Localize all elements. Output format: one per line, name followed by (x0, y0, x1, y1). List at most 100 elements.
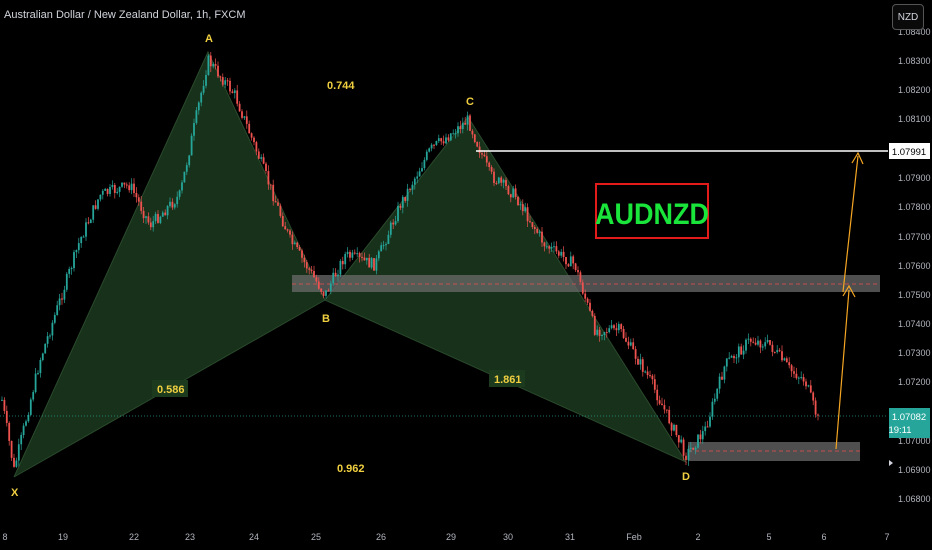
currency-button[interactable]: NZD (892, 4, 924, 30)
candle-body (341, 260, 344, 265)
candle-body (605, 332, 608, 334)
candle-body (461, 122, 464, 130)
candle-body (519, 204, 522, 206)
target-price-label: 1.07991 (892, 147, 926, 158)
candle-body (154, 214, 157, 222)
candle-body (692, 447, 695, 450)
candle-body (49, 335, 51, 337)
candle-body (183, 171, 186, 183)
candle-body (805, 381, 807, 387)
candle-body (668, 409, 671, 424)
candle-body (365, 257, 368, 261)
candle-body (209, 55, 212, 67)
candle-body (337, 274, 339, 277)
candle-body (99, 194, 102, 200)
candle-body (764, 342, 767, 347)
candle-body (644, 371, 647, 373)
candle-body (37, 373, 39, 375)
candle-body (639, 359, 642, 365)
candle-body (217, 65, 219, 77)
candle-body (577, 270, 579, 273)
candle-body (517, 196, 519, 206)
price-tick-label: 1.07300 (898, 348, 931, 358)
candle-body (721, 376, 723, 380)
candle-body (22, 425, 25, 435)
price-tick-label: 1.08300 (898, 56, 931, 66)
candle-body (557, 251, 560, 256)
candle-body (800, 377, 803, 379)
candle-body (452, 133, 455, 135)
candle-body (327, 290, 330, 292)
candle-body (752, 341, 755, 343)
candle-body (329, 283, 332, 291)
candle-body (538, 231, 541, 233)
candle-body (766, 340, 769, 343)
candle-body (363, 257, 366, 261)
candle-body (572, 256, 575, 264)
candle-body (200, 92, 203, 103)
candle-body (370, 258, 373, 268)
price-tick-label: 1.07900 (898, 173, 931, 183)
candle-body (253, 137, 255, 143)
price-axis[interactable]: 1.08400 1.08300 1.08200 1.08100 1.07900 1.078… (898, 27, 931, 504)
candle-body (495, 183, 498, 185)
candle-body (579, 272, 582, 283)
candle-body (425, 151, 428, 160)
candle-body (404, 196, 407, 201)
candle-body (596, 329, 599, 335)
candle-body (694, 447, 697, 450)
candle-body (44, 343, 47, 354)
price-tick-label: 1.07400 (898, 319, 931, 329)
candle-body (584, 293, 587, 299)
candle-body (500, 177, 503, 183)
candle-body (313, 271, 315, 278)
candle-body (673, 424, 675, 431)
time-tick-label: 5 (766, 532, 771, 542)
price-tick-label: 1.07600 (898, 261, 931, 271)
candle-body (260, 157, 263, 159)
candle-body (137, 197, 140, 202)
candle-body (92, 205, 95, 220)
candle-body (178, 190, 181, 197)
candle-body (380, 245, 383, 252)
candle-body (77, 243, 80, 251)
candle-body (61, 298, 63, 300)
candle-body (598, 329, 601, 336)
current-price-bg (889, 408, 930, 438)
candle-body (615, 328, 618, 331)
candle-body (123, 182, 126, 185)
candle-body (553, 246, 555, 248)
candle-body (377, 251, 380, 259)
candle-body (140, 201, 143, 211)
candle-body (25, 421, 27, 426)
candle-body (190, 135, 193, 156)
candle-body (613, 325, 615, 329)
candle-body (116, 191, 119, 193)
candle-body (157, 214, 159, 223)
candle-body (629, 342, 632, 346)
candle-body (447, 137, 450, 141)
candle-body (521, 204, 524, 212)
candle-body (152, 221, 155, 228)
time-tick-label: Feb (626, 532, 642, 542)
candle-body (351, 252, 354, 258)
candle-body (428, 148, 431, 152)
candle-body (733, 355, 735, 359)
candle-body (41, 353, 44, 361)
candle-body (118, 186, 121, 192)
candle-body (433, 144, 435, 146)
time-tick-label: 6 (821, 532, 826, 542)
ratio-bd-bg (489, 370, 525, 387)
time-axis[interactable]: 8 19 22 23 24 25 26 29 30 31 Feb 2 5 6 7 (2, 532, 889, 542)
candle-body (17, 444, 20, 461)
candle-body (531, 222, 534, 228)
candle-body (53, 315, 56, 323)
candle-body (507, 186, 510, 195)
candle-body (747, 338, 750, 340)
candle-body (617, 324, 620, 331)
candle-body (663, 405, 666, 410)
candle-body (807, 385, 810, 387)
candle-body (231, 91, 234, 93)
candle-body (34, 373, 37, 393)
